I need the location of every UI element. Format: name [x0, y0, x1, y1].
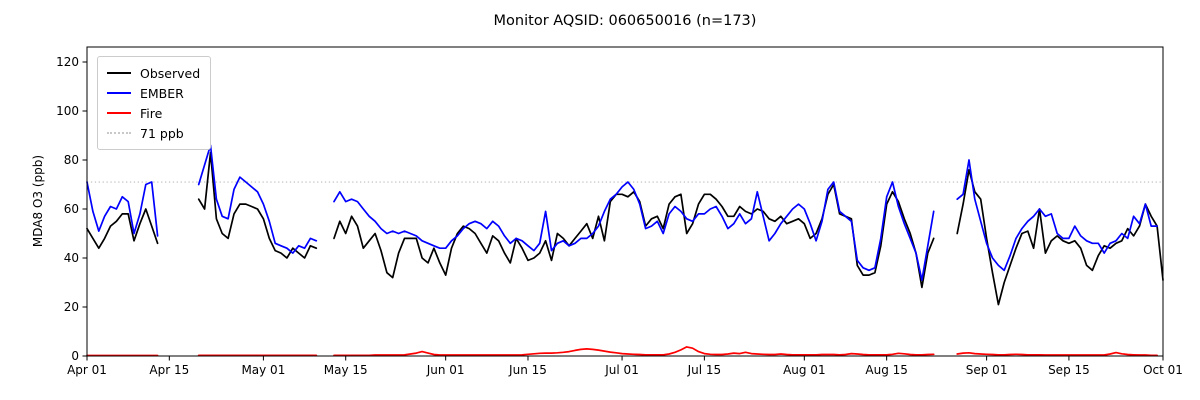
x-tick-label: Aug 15: [865, 363, 908, 377]
legend-label: Fire: [140, 105, 163, 121]
legend-swatch-2: [107, 92, 131, 94]
legend-item-ember: EMBER: [107, 83, 200, 103]
x-tick-label: Oct 01: [1143, 363, 1183, 377]
legend: Observed EMBER Fire 71 ppb: [97, 56, 212, 150]
x-tick-label: Apr 15: [149, 363, 189, 377]
legend-label: Observed: [140, 65, 201, 81]
observed-line: [197, 151, 318, 259]
ember-line: [197, 144, 318, 254]
x-tick-label: Sep 01: [966, 363, 1008, 377]
y-tick-label: 80: [64, 153, 79, 167]
legend-item-fire: Fire: [107, 103, 200, 123]
y-tick-label: 20: [64, 300, 79, 314]
x-tick-label: May 01: [241, 363, 285, 377]
x-tick-label: Apr 01: [67, 363, 107, 377]
legend-swatch-4: [107, 132, 131, 134]
observed-line: [86, 208, 159, 250]
ember-line: [86, 181, 159, 237]
ember-line: [956, 159, 1158, 272]
legend-swatch-3: [107, 112, 131, 114]
x-tick-label: Sep 15: [1048, 363, 1090, 377]
y-tick-label: 40: [64, 251, 79, 265]
y-tick-label: 120: [56, 55, 79, 69]
observed-line: [956, 168, 1164, 306]
fire-line: [333, 346, 935, 357]
observed-line: [333, 183, 935, 289]
legend-label: 71 ppb: [140, 125, 184, 141]
x-tick-label: May 15: [324, 363, 368, 377]
chart-title: Monitor AQSID: 060650016 (n=173): [493, 13, 757, 29]
y-tick-label: 60: [64, 202, 79, 216]
legend-item-observed: Observed: [107, 63, 200, 83]
fire-line: [956, 351, 1158, 357]
y-tick-label: 0: [71, 349, 79, 363]
x-tick-label: Jul 01: [604, 363, 639, 377]
legend-swatch-1: [107, 72, 131, 74]
x-tick-label: Aug 01: [783, 363, 826, 377]
legend-label: EMBER: [140, 85, 184, 101]
plot-border: [86, 46, 1164, 357]
x-tick-label: Jul 15: [687, 363, 722, 377]
x-tick-label: Jun 01: [426, 363, 465, 377]
y-tick-label: 100: [56, 104, 79, 118]
ember-line: [333, 181, 935, 281]
x-tick-label: Jun 15: [508, 363, 547, 377]
legend-item-71-ppb: 71 ppb: [107, 123, 200, 143]
